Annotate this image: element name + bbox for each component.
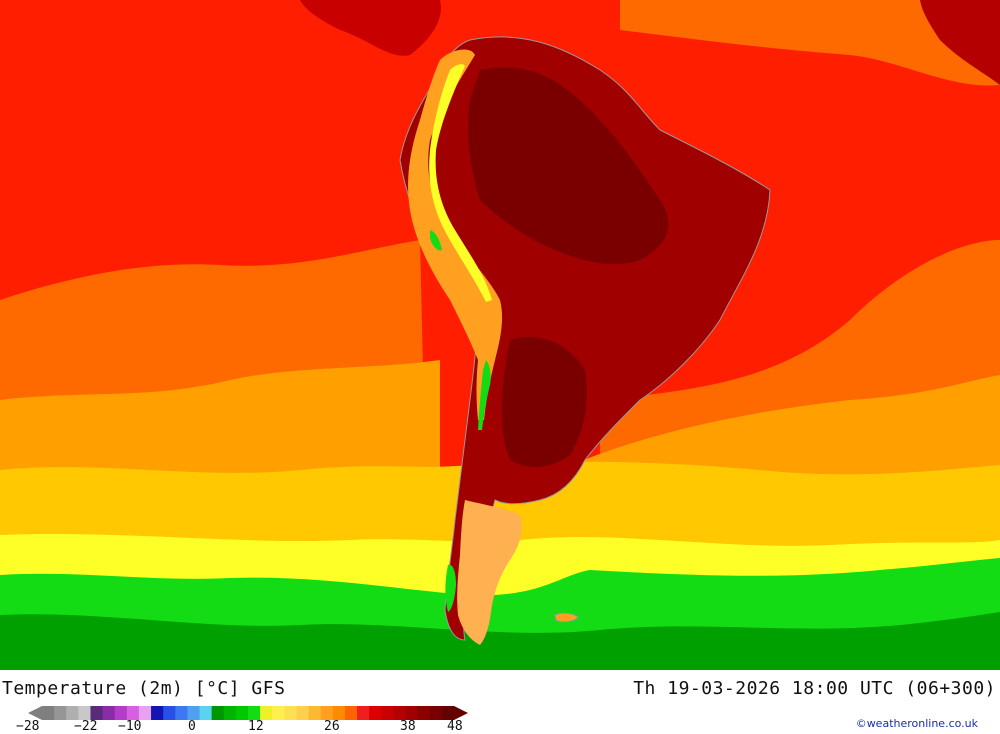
- scale-tick-label: −10: [118, 719, 142, 734]
- credit-text: ©weatheronline.co.uk: [855, 717, 978, 730]
- land-chaco-very-hot: [501, 336, 587, 467]
- band-tropical-east: [620, 0, 1000, 86]
- scale-tick-label: 48: [447, 719, 463, 734]
- scale-swatch: [102, 706, 116, 720]
- scale-swatch: [393, 706, 407, 720]
- land-patagonia: [457, 500, 522, 645]
- scale-swatch: [296, 706, 310, 720]
- band-polar: [0, 612, 1000, 670]
- scale-swatch: [175, 706, 188, 720]
- scale-swatch: [284, 706, 297, 720]
- scale-arrow-high: [454, 706, 468, 720]
- scale-tick-label: −28: [16, 719, 40, 734]
- scale-tick-label: 26: [324, 719, 340, 734]
- scale-swatch: [417, 706, 431, 720]
- scale-swatch: [126, 706, 140, 720]
- scale-swatch: [66, 706, 79, 720]
- land-andes-warm: [408, 49, 503, 421]
- scale-swatch: [151, 706, 164, 720]
- map-title: Temperature (2m) [°C] GFS: [2, 678, 286, 699]
- scale-swatch: [357, 706, 370, 720]
- scale-swatch: [42, 706, 55, 720]
- scale-swatch: [138, 706, 152, 720]
- scale-tick-label: 38: [400, 719, 416, 734]
- scale-swatch: [272, 706, 285, 720]
- color-scale: [28, 706, 468, 720]
- scale-swatch: [429, 706, 443, 720]
- scale-swatch: [369, 706, 382, 720]
- scale-swatch: [78, 706, 91, 720]
- scale-swatch: [260, 706, 273, 720]
- scale-swatch: [163, 706, 176, 720]
- scale-swatch: [223, 706, 237, 720]
- scale-swatch: [199, 706, 213, 720]
- scale-swatch: [211, 706, 225, 720]
- scale-swatch: [235, 706, 249, 720]
- scale-tick-label: 12: [248, 719, 264, 734]
- footer-bar: [0, 670, 1000, 733]
- scale-arrow-low: [28, 706, 42, 720]
- land-andes-green: [430, 230, 491, 430]
- scale-swatch: [441, 706, 455, 720]
- scale-swatch: [54, 706, 67, 720]
- land-interior-very-hot: [468, 67, 669, 265]
- scale-swatch: [248, 706, 261, 720]
- scale-swatch: [332, 706, 346, 720]
- scale-swatch: [405, 706, 419, 720]
- scale-swatch: [90, 706, 104, 720]
- scale-swatch: [381, 706, 394, 720]
- scale-swatch: [308, 706, 322, 720]
- land-andes-yellow: [429, 64, 492, 302]
- scale-tick-label: 0: [188, 719, 196, 734]
- land-falklands: [554, 612, 579, 623]
- scale-swatch: [320, 706, 334, 720]
- scale-swatch: [114, 706, 128, 720]
- temperature-map: [0, 0, 1000, 670]
- map-valid-time: Th 19-03-2026 18:00 UTC (06+300): [633, 678, 996, 699]
- scale-tick-label: −22: [74, 719, 98, 734]
- land-patagonia-west: [445, 564, 456, 612]
- scale-swatch: [187, 706, 201, 720]
- land-central-america: [300, 0, 441, 56]
- scale-swatch: [344, 706, 358, 720]
- land-caribbean-north: [920, 0, 1000, 85]
